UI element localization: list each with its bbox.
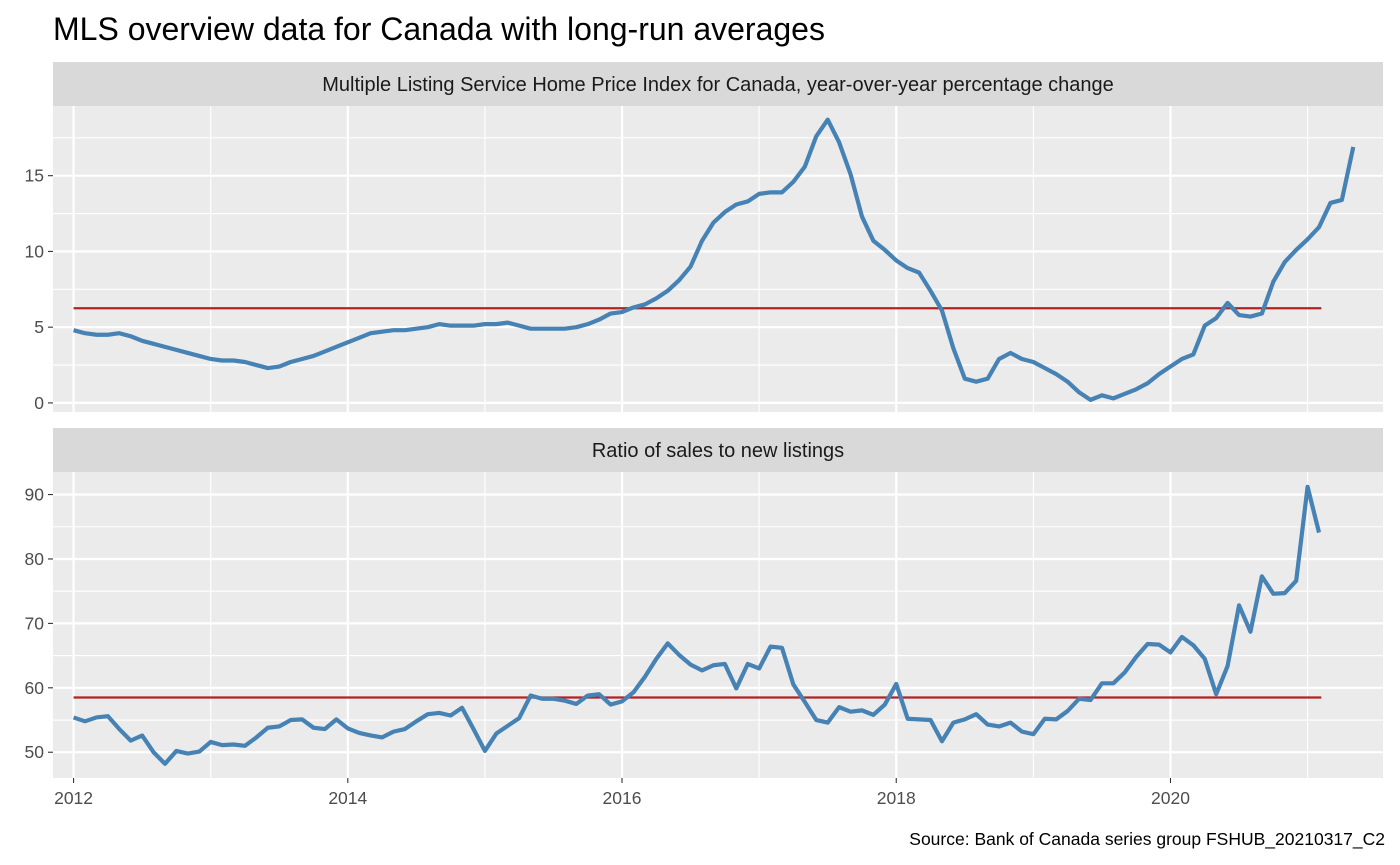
series-line bbox=[73, 117, 1356, 402]
panel-strip bbox=[53, 428, 1383, 472]
panel-strip-title: Ratio of sales to new listings bbox=[592, 440, 844, 462]
panel-price-index: Multiple Listing Service Home Price Inde… bbox=[25, 62, 1383, 413]
panel-sales-ratio: Ratio of sales to new listings 50 60 70 80 9… bbox=[25, 428, 1383, 778]
y-tick-label: 90 bbox=[25, 485, 45, 505]
panel-strip-title: Multiple Listing Service Home Price Inde… bbox=[322, 74, 1114, 96]
y-axis: 0 5 10 15 bbox=[25, 166, 53, 413]
y-tick-label: 5 bbox=[34, 317, 44, 337]
x-tick-label: 2018 bbox=[877, 788, 916, 808]
x-tick-label: 2020 bbox=[1151, 788, 1190, 808]
x-tick-label: 2014 bbox=[328, 788, 367, 808]
panel-background bbox=[53, 472, 1383, 778]
y-tick-label: 70 bbox=[25, 613, 45, 633]
source-caption: Source: Bank of Canada series group FSHU… bbox=[909, 829, 1385, 850]
chart-title: MLS overview data for Canada with long-r… bbox=[53, 11, 825, 47]
x-tick-label: 2016 bbox=[603, 788, 642, 808]
y-axis: 50 60 70 80 90 bbox=[25, 485, 53, 762]
panel-strip bbox=[53, 62, 1383, 106]
x-tick-label: 2012 bbox=[54, 788, 93, 808]
series-line bbox=[72, 484, 1322, 766]
y-tick-label: 10 bbox=[25, 241, 45, 261]
gridlines bbox=[53, 472, 1383, 778]
y-tick-label: 0 bbox=[34, 393, 44, 413]
y-tick-label: 50 bbox=[25, 742, 45, 762]
y-tick-label: 60 bbox=[25, 678, 45, 698]
panel-background bbox=[53, 106, 1383, 412]
y-tick-label: 80 bbox=[25, 549, 45, 569]
y-tick-label: 15 bbox=[25, 166, 44, 186]
x-axis: 2012 2014 2016 2018 2020 bbox=[54, 778, 1190, 808]
